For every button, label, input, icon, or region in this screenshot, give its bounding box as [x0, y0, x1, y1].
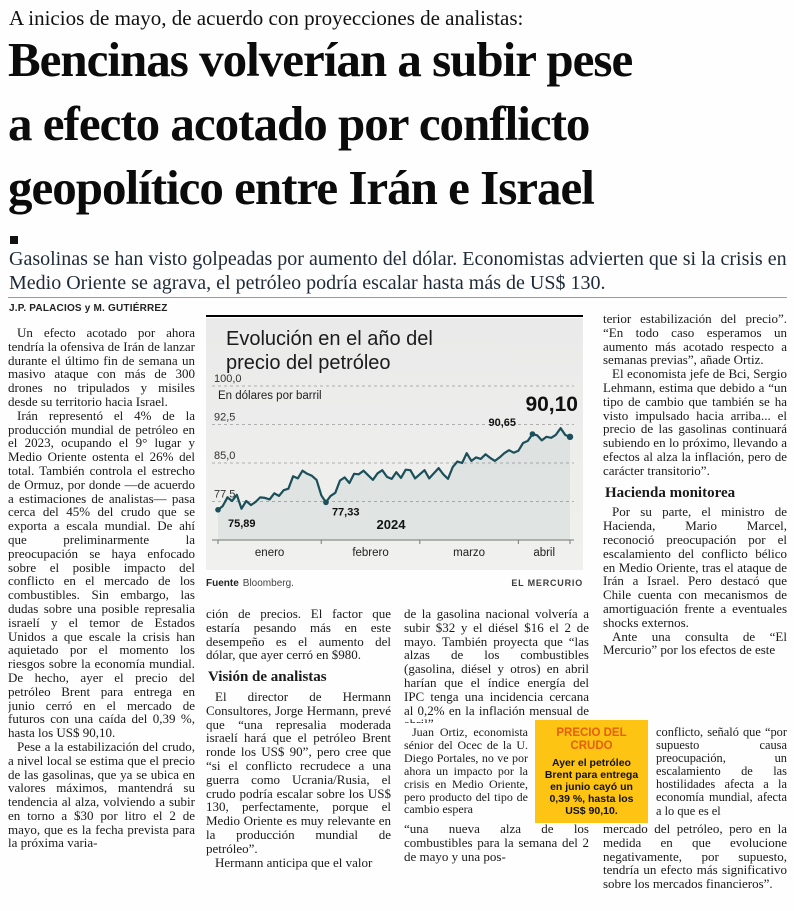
callout-label: 77,33 [332, 506, 360, 518]
callout-label: 90,65 [488, 417, 516, 429]
article-column-4-top: terior estabilización del precio”. “En t… [603, 312, 787, 722]
callout-label: 75,89 [228, 518, 256, 530]
year-label: 2024 [377, 517, 407, 532]
data-point [529, 431, 536, 437]
data-point [215, 506, 221, 513]
y-tick-label: 92,5 [214, 412, 235, 424]
paragraph: “una nueva alza de los combustibles para… [404, 822, 589, 864]
paragraph: mercado del petróleo, pero en la medida … [603, 822, 787, 892]
crude-price-box: PRECIO DEL CRUDO Ayer el petróleo Brent … [535, 720, 648, 823]
chart-caption: Fuente Bloomberg. EL MERCURIO [206, 578, 583, 589]
article-column-1: Un efecto acotado por ahora tendría la o… [8, 326, 195, 906]
y-tick-label: 100,0 [214, 373, 242, 385]
paragraph: de la gasolina nacional volvería a subir… [404, 607, 589, 723]
headline: Bencinas volverían a subir pese a efecto… [8, 28, 790, 220]
paragraph: Por su parte, el ministro de Hacienda, M… [603, 504, 787, 630]
subhead-hacienda-monitorea: Hacienda monitorea [605, 484, 736, 501]
paragraph: Ante una consulta de “El Mercurio” por l… [603, 628, 787, 658]
paragraph: El economista jefe de Bci, Sergio Lehman… [603, 366, 787, 478]
paragraph: Irán representó el 4% de la producción m… [8, 407, 195, 741]
paragraph: conflicto, señaló que “por supuesto caus… [656, 726, 787, 818]
deck: Gasolinas se han visto golpeadas por aum… [9, 248, 787, 294]
chart-unit-label: En dólares por barril [218, 390, 322, 402]
chart-source-label: Fuente [206, 578, 239, 589]
paragraph: Un efecto acotado por ahora tendría la o… [8, 326, 195, 409]
callout-label: 90,10 [525, 393, 578, 416]
paragraph: Hermann anticipa que el valor [215, 854, 373, 870]
article-column-4-bottom: mercado del petróleo, pero en la medida … [603, 822, 787, 908]
oil-price-chart: 77,5 85,0 92,5 100,0 enero febrero marzo abril 2… [206, 318, 583, 570]
paragraph: Pese a la estabilización del crudo, a ni… [8, 738, 195, 851]
crude-price-box-title: PRECIO DEL CRUDO [556, 727, 627, 752]
headline-line-1: Bencinas volverían a subir pese [8, 32, 633, 87]
kicker: A inicios de mayo, de acuerdo con proyec… [9, 6, 524, 30]
subhead-vision-de-analistas: Visión de analistas [208, 669, 327, 686]
article-column-4-narrow: conflicto, señaló que “por supuesto caus… [656, 726, 787, 818]
headline-line-3: geopolítico entre Irán e Israel [8, 160, 595, 215]
paragraph: El director de Hermann Consultores, Jorg… [206, 688, 391, 856]
paragraph: ción de precios. El factor que estaría p… [206, 607, 391, 663]
article-column-3-bottom: “una nueva alza de los combustibles para… [404, 822, 589, 882]
square-bullet [10, 236, 18, 244]
data-point [323, 499, 329, 506]
headline-line-2: a efecto acotado por conflicto [8, 96, 590, 151]
chart-source-name: Bloomberg. [242, 578, 294, 589]
month-label: marzo [453, 547, 485, 559]
oil-price-chart-svg: 77,5 85,0 92,5 100,0 enero febrero marzo abril 2… [212, 373, 578, 559]
chart-top-rule [206, 315, 583, 317]
byline: J.P. PALACIOS y M. GUTIÉRREZ [9, 303, 168, 314]
paragraph: terior estabilización del precio”. “En t… [603, 312, 787, 368]
chart-source: Fuente Bloomberg. [206, 578, 294, 589]
y-tick-label: 85,0 [214, 450, 235, 462]
article-column-3-narrow: Juan Ortiz, economista sénior del Ocec d… [404, 726, 528, 818]
price-area [218, 428, 570, 540]
article-column-2: ción de precios. El factor que estaría p… [206, 607, 391, 906]
paragraph: Juan Ortiz, economista sénior del Ocec d… [404, 726, 528, 817]
article-column-3-top: de la gasolina nacional volvería a subir… [404, 607, 589, 723]
crude-price-box-text: Ayer el petróleo Brent para entrega en j… [544, 757, 639, 817]
month-label: enero [255, 547, 284, 559]
chart-title: Evolución en el año del precio del petró… [226, 328, 433, 374]
header-rule [8, 297, 787, 298]
y-tick-label: 77,5 [214, 489, 235, 501]
chart-credit: EL MERCURIO [511, 578, 583, 588]
month-label: abril [533, 547, 555, 559]
data-point [566, 433, 574, 441]
price-line [216, 426, 572, 511]
month-label: febrero [352, 547, 388, 559]
